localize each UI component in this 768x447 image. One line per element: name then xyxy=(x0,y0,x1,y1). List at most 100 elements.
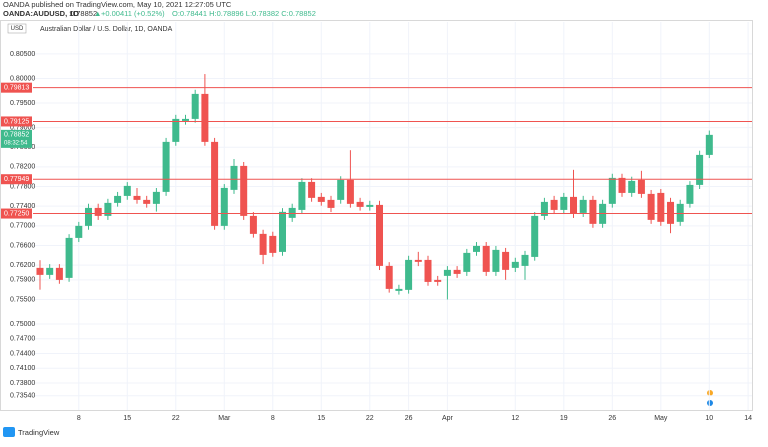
y-tick-label: 0.80000 xyxy=(10,75,35,82)
price-label-box xyxy=(1,174,32,185)
x-tick-label: Apr xyxy=(442,415,454,422)
price-label-box xyxy=(1,208,32,219)
price-label: 0.77949 xyxy=(4,176,29,183)
candle-body xyxy=(133,195,141,200)
current-price-box xyxy=(1,129,32,148)
candle-body xyxy=(463,252,471,272)
countdown: 08:32:54 xyxy=(4,140,28,146)
candle-body xyxy=(143,199,151,204)
candle-body xyxy=(114,195,122,203)
y-tick-label: 0.73540 xyxy=(10,393,35,400)
candle-body xyxy=(453,269,461,274)
candle-body xyxy=(376,204,384,266)
candle-body xyxy=(696,154,704,185)
y-tick-label: 0.74100 xyxy=(10,365,35,372)
last-price: 0.78852 xyxy=(70,9,97,18)
candle-body xyxy=(395,288,403,291)
candle-body xyxy=(123,185,131,196)
y-tick-label: 0.74700 xyxy=(10,336,35,343)
candle-body xyxy=(104,202,112,216)
candle-body xyxy=(46,267,54,275)
candle-body xyxy=(308,181,316,198)
x-tick-label: Mar xyxy=(218,415,231,422)
candle-body xyxy=(152,191,160,204)
candle-body xyxy=(36,267,44,275)
x-tick-label: 8 xyxy=(77,415,81,422)
x-tick-label: 12 xyxy=(511,415,519,422)
candle-body xyxy=(511,261,519,268)
candle-body xyxy=(502,251,510,270)
candle-body xyxy=(220,187,228,226)
candle-body xyxy=(618,177,626,193)
x-tick-label: 26 xyxy=(405,415,413,422)
x-tick-label: 10 xyxy=(705,415,713,422)
candle-body xyxy=(405,259,413,290)
candle-body xyxy=(705,134,713,155)
candle-body xyxy=(686,184,694,204)
current-price-label: 0.78852 xyxy=(4,132,29,139)
x-tick-label: May xyxy=(654,415,668,422)
y-tick-label: 0.75900 xyxy=(10,277,35,284)
y-tick-label: 0.74400 xyxy=(10,350,35,357)
candle-body xyxy=(288,207,296,218)
candle-body xyxy=(65,237,73,278)
x-tick-label: 26 xyxy=(608,415,616,422)
x-tick-label: 15 xyxy=(123,415,131,422)
candle-body xyxy=(94,207,102,216)
y-tick-label: 0.80500 xyxy=(10,51,35,58)
candle-body xyxy=(259,233,267,255)
y-tick-label: 0.75000 xyxy=(10,321,35,328)
event-icon xyxy=(707,400,713,406)
change: +0.00411 (+0.52%) xyxy=(101,9,165,18)
price-label: 0.79125 xyxy=(4,118,29,125)
candle-body xyxy=(443,269,451,276)
price-label-box xyxy=(1,82,32,93)
y-tick-label: 0.79000 xyxy=(10,124,35,131)
candle-body xyxy=(550,199,558,210)
candle-body xyxy=(366,204,374,207)
candle-body xyxy=(356,201,364,207)
candle-body xyxy=(676,203,684,222)
logo xyxy=(3,427,15,437)
candle-body xyxy=(240,165,248,216)
candle-body xyxy=(482,245,490,272)
price-label: 0.79813 xyxy=(4,85,29,92)
x-tick-label: 19 xyxy=(560,415,568,422)
price-label-box xyxy=(1,116,32,127)
candle-body xyxy=(317,196,325,202)
candle-body xyxy=(181,118,189,121)
candle-body xyxy=(414,259,422,262)
candle-body xyxy=(579,199,587,213)
candle-body xyxy=(327,199,335,208)
candle-body xyxy=(521,254,529,266)
ohlc: O:0.78441 H:0.78896 L:0.78382 C:0.78852 xyxy=(172,9,316,18)
candle-body xyxy=(647,193,655,220)
candle-body xyxy=(230,165,238,190)
price-label: 0.77250 xyxy=(4,210,29,217)
event-icon xyxy=(707,390,713,396)
candle-body xyxy=(337,179,345,200)
currency-box xyxy=(7,23,27,34)
candle-body xyxy=(385,265,393,289)
candle-body xyxy=(298,181,306,210)
candle-body xyxy=(570,196,578,214)
footer: TradingView xyxy=(18,428,60,437)
candle-body xyxy=(492,249,500,272)
y-tick-label: 0.77800 xyxy=(10,183,35,190)
candle-body xyxy=(269,235,277,253)
y-tick-label: 0.76200 xyxy=(10,262,35,269)
candle-body xyxy=(531,215,539,257)
y-tick-label: 0.77400 xyxy=(10,203,35,210)
x-tick-label: 8 xyxy=(271,415,275,422)
candle-body xyxy=(560,196,568,210)
candle-body xyxy=(608,177,616,204)
candle-body xyxy=(172,118,180,142)
y-tick-label: 0.76600 xyxy=(10,242,35,249)
plot-frame xyxy=(0,20,753,411)
candle-body xyxy=(201,93,209,142)
candle-body xyxy=(84,207,92,226)
symbol: OANDA:AUDUSD, 1D xyxy=(3,9,79,18)
